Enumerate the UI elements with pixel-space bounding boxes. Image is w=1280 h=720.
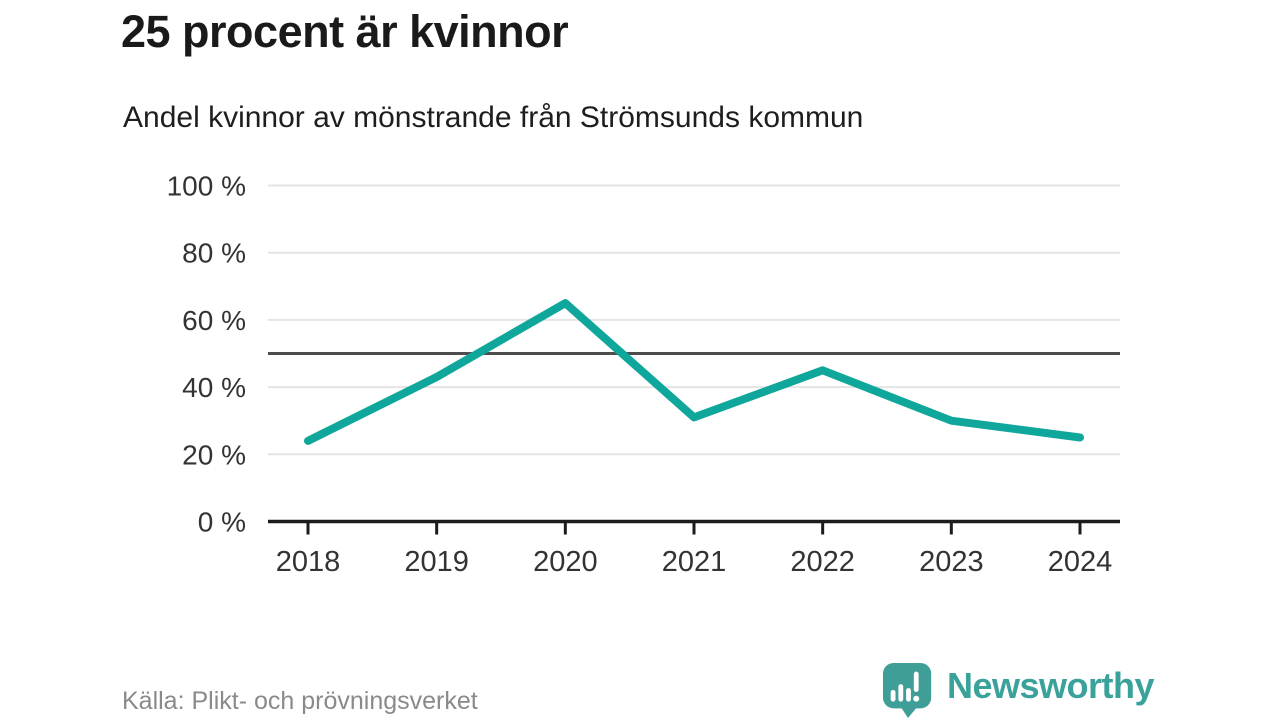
x-tick-label: 2022 bbox=[790, 546, 855, 578]
y-tick-label: 80 % bbox=[182, 238, 246, 269]
x-tick-label: 2021 bbox=[662, 546, 727, 578]
x-tick-label: 2019 bbox=[404, 546, 469, 578]
x-tick-label: 2018 bbox=[276, 546, 341, 578]
y-tick-label: 40 % bbox=[182, 372, 246, 403]
y-tick-label: 100 % bbox=[167, 171, 246, 202]
data-line-andel-kvinnor bbox=[304, 299, 1084, 445]
chart-title: 25 procent är kvinnor bbox=[121, 6, 569, 57]
brand-name: Newsworthy bbox=[946, 665, 1155, 706]
newsworthy-logo: Newsworthy bbox=[882, 661, 1155, 719]
newsworthy-bar-chart-speech-bubble-icon bbox=[882, 663, 932, 718]
x-tick-label: 2023 bbox=[919, 546, 984, 578]
y-tick-label: 0 % bbox=[198, 507, 246, 538]
x-tick-label: 2024 bbox=[1048, 546, 1113, 578]
source-note: Källa: Plikt- och prövningsverket bbox=[122, 687, 478, 715]
y-tick-label: 20 % bbox=[182, 439, 246, 470]
x-tick-label: 2020 bbox=[533, 546, 598, 578]
y-tick-label: 60 % bbox=[182, 305, 246, 336]
chart-subtitle: Andel kvinnor av mönstrande från Strömsu… bbox=[123, 101, 864, 134]
